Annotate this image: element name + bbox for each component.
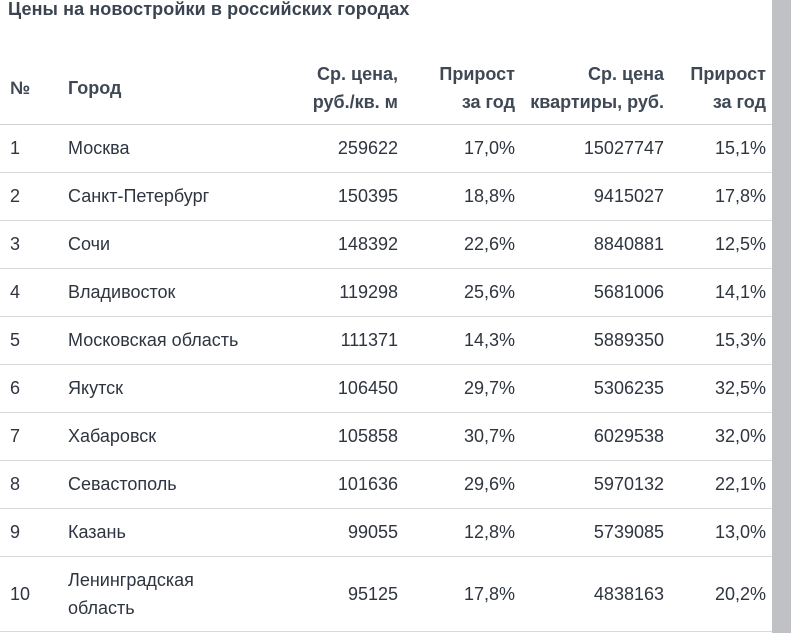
row-city: Якутск (68, 364, 274, 413)
row-flat-price: 5306235 (521, 364, 670, 413)
row-city: Владивосток (68, 268, 274, 317)
row-price-per-m: 148392 (274, 220, 404, 269)
row-growth-flat: 15,3% (670, 316, 772, 365)
header-city: Город (68, 52, 274, 125)
row-growth-flat: 12,5% (670, 220, 772, 269)
table-row: 8 Севастополь 101636 29,6% 5970132 22,1% (0, 460, 772, 509)
page-title: Цены на новостройки в российских городах (8, 0, 410, 19)
table-header-row: № Город Ср. цена, руб./кв. м Прирост за … (0, 52, 772, 125)
row-price-per-m: 111371 (274, 316, 404, 365)
header-growth-flat-line1: Прирост (690, 64, 766, 84)
row-num: 1 (0, 124, 68, 173)
row-price-per-m: 150395 (274, 172, 404, 221)
row-city: Московская область (68, 316, 274, 365)
row-growth-per-m: 17,0% (404, 124, 521, 173)
row-growth-flat: 17,8% (670, 172, 772, 221)
row-growth-flat: 14,1% (670, 268, 772, 317)
row-city: Севастополь (68, 460, 274, 509)
row-num: 5 (0, 316, 68, 365)
header-growth-flat-line2: за год (712, 92, 766, 112)
row-price-per-m: 105858 (274, 412, 404, 461)
row-num: 3 (0, 220, 68, 269)
row-num: 6 (0, 364, 68, 413)
row-flat-price: 6029538 (521, 412, 670, 461)
row-city: Сочи (68, 220, 274, 269)
row-num: 10 (0, 556, 68, 632)
row-growth-flat: 15,1% (670, 124, 772, 173)
row-flat-price: 8840881 (521, 220, 670, 269)
row-price-per-m: 95125 (274, 556, 404, 632)
row-growth-flat: 22,1% (670, 460, 772, 509)
row-price-per-m: 106450 (274, 364, 404, 413)
row-growth-per-m: 14,3% (404, 316, 521, 365)
row-price-per-m: 99055 (274, 508, 404, 557)
header-flat-price-line1: Ср. цена (588, 64, 664, 84)
table-row: 1 Москва 259622 17,0% 15027747 15,1% (0, 124, 772, 173)
row-growth-per-m: 18,8% (404, 172, 521, 221)
row-growth-per-m: 29,6% (404, 460, 521, 509)
row-flat-price: 5889350 (521, 316, 670, 365)
row-flat-price: 5739085 (521, 508, 670, 557)
row-growth-flat: 32,5% (670, 364, 772, 413)
row-city: Санкт-Петербург (68, 172, 274, 221)
table-row: 9 Казань 99055 12,8% 5739085 13,0% (0, 508, 772, 557)
header-flat-price: Ср. цена квартиры, руб. (521, 52, 670, 125)
row-price-per-m: 259622 (274, 124, 404, 173)
header-price-per-m-line1: Ср. цена, (317, 64, 398, 84)
row-num: 7 (0, 412, 68, 461)
header-flat-price-line2: квартиры, руб. (530, 92, 664, 112)
header-growth-flat: Прирост за год (670, 52, 772, 125)
row-flat-price: 4838163 (521, 556, 670, 632)
vertical-scrollbar[interactable] (772, 0, 791, 633)
table-row: 10 Ленинградская область 95125 17,8% 483… (0, 556, 772, 632)
row-growth-per-m: 17,8% (404, 556, 521, 632)
row-growth-per-m: 29,7% (404, 364, 521, 413)
row-city-line1: Ленинградская (68, 570, 194, 590)
header-price-per-m: Ср. цена, руб./кв. м (274, 52, 404, 125)
row-city-line2: область (68, 598, 135, 618)
row-num: 9 (0, 508, 68, 557)
row-city: Москва (68, 124, 274, 173)
row-growth-flat: 20,2% (670, 556, 772, 632)
row-price-per-m: 119298 (274, 268, 404, 317)
row-price-per-m: 101636 (274, 460, 404, 509)
row-growth-per-m: 25,6% (404, 268, 521, 317)
row-flat-price: 15027747 (521, 124, 670, 173)
row-growth-per-m: 12,8% (404, 508, 521, 557)
header-growth-per-m-line1: Прирост (439, 64, 515, 84)
row-city: Казань (68, 508, 274, 557)
header-growth-per-m-line2: за год (461, 92, 515, 112)
row-num: 2 (0, 172, 68, 221)
row-growth-flat: 13,0% (670, 508, 772, 557)
row-growth-per-m: 30,7% (404, 412, 521, 461)
table-row: 5 Московская область 111371 14,3% 588935… (0, 316, 772, 365)
prices-table: № Город Ср. цена, руб./кв. м Прирост за … (0, 52, 772, 632)
row-num: 4 (0, 268, 68, 317)
header-price-per-m-line2: руб./кв. м (312, 92, 398, 112)
row-growth-flat: 32,0% (670, 412, 772, 461)
row-flat-price: 5681006 (521, 268, 670, 317)
header-growth-per-m: Прирост за год (404, 52, 521, 125)
row-flat-price: 5970132 (521, 460, 670, 509)
row-growth-per-m: 22,6% (404, 220, 521, 269)
row-city: Ленинградская область (68, 556, 274, 632)
table-row: 6 Якутск 106450 29,7% 5306235 32,5% (0, 364, 772, 413)
table-row: 7 Хабаровск 105858 30,7% 6029538 32,0% (0, 412, 772, 461)
row-flat-price: 9415027 (521, 172, 670, 221)
header-num: № (0, 52, 68, 125)
table-row: 3 Сочи 148392 22,6% 8840881 12,5% (0, 220, 772, 269)
table-row: 2 Санкт-Петербург 150395 18,8% 9415027 1… (0, 172, 772, 221)
table-row: 4 Владивосток 119298 25,6% 5681006 14,1% (0, 268, 772, 317)
row-city: Хабаровск (68, 412, 274, 461)
row-num: 8 (0, 460, 68, 509)
